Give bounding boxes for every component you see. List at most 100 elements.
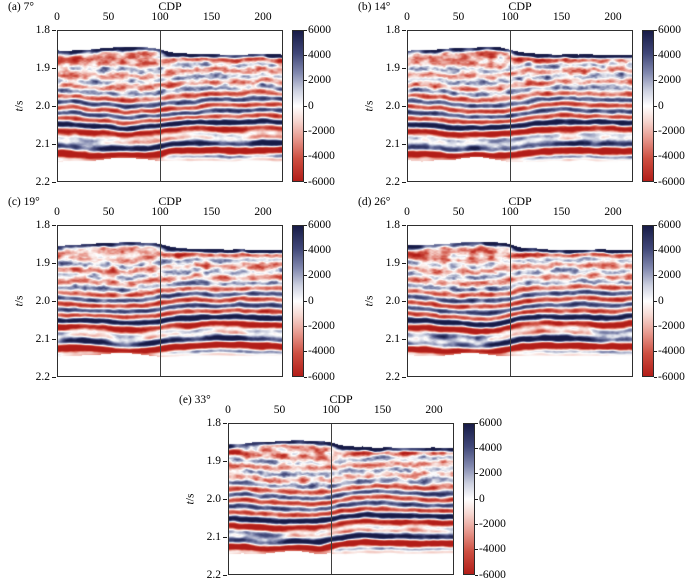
x-axis-title: CDP bbox=[508, 194, 532, 208]
y-tick-label: 2.2 bbox=[385, 370, 400, 383]
y-axis-label-variable: t bbox=[13, 303, 26, 307]
seismic-image bbox=[57, 225, 283, 377]
y-tick bbox=[402, 105, 406, 107]
y-tick bbox=[52, 105, 56, 107]
colorbar-tick-label: 4000 bbox=[308, 48, 331, 61]
y-tick bbox=[223, 536, 227, 538]
colorbar-tick-label: 2000 bbox=[658, 269, 681, 282]
colorbar-tick-label: -2000 bbox=[658, 319, 685, 332]
colorbar-tick-label: 4000 bbox=[658, 243, 681, 256]
x-tick-label: 100 bbox=[322, 404, 340, 416]
panel-d: (d) 26° CDP 0 50 100 150 200 1.8 1.9 2.0 2.1 2.2 t/s… bbox=[350, 195, 700, 390]
y-tick bbox=[52, 338, 56, 340]
x-tick-label: 150 bbox=[552, 206, 571, 218]
x-axis-title: CDP bbox=[158, 0, 182, 13]
colorbar-tick-label: -2000 bbox=[308, 319, 335, 332]
panel-label: (d) 26° bbox=[358, 196, 391, 208]
colorbar-tick bbox=[654, 249, 657, 251]
x-tick-label: 200 bbox=[604, 11, 622, 23]
cdp-100-reference-line bbox=[160, 30, 161, 182]
y-tick-label: 2.2 bbox=[35, 370, 50, 383]
x-tick-label: 200 bbox=[254, 206, 272, 218]
y-tick-label: 1.9 bbox=[206, 454, 221, 467]
colorbar bbox=[642, 225, 654, 377]
x-tick-label: 150 bbox=[373, 404, 392, 416]
y-axis-label-unit: /s bbox=[13, 295, 26, 304]
y-tick-label: 1.9 bbox=[385, 256, 400, 269]
cdp-100-reference-line bbox=[160, 225, 161, 377]
x-tick-label: 150 bbox=[202, 206, 221, 218]
colorbar-tick bbox=[475, 523, 478, 525]
y-tick-label: 2.1 bbox=[35, 137, 50, 150]
x-tick-label: 100 bbox=[151, 206, 169, 218]
x-tick-label: 150 bbox=[202, 11, 221, 23]
colorbar-tick bbox=[654, 156, 657, 158]
seismic-image bbox=[407, 225, 633, 377]
y-axis-label: t/s bbox=[13, 100, 26, 112]
plot-area-frame bbox=[57, 225, 283, 377]
x-tick-label: 50 bbox=[452, 206, 465, 218]
y-tick-label: 2.2 bbox=[206, 568, 221, 581]
x-axis-title: CDP bbox=[329, 392, 353, 406]
y-tick-label: 1.8 bbox=[385, 23, 400, 36]
x-axis-title: CDP bbox=[508, 0, 532, 13]
colorbar-tick-label: 4000 bbox=[308, 243, 331, 256]
colorbar-tick bbox=[304, 325, 307, 327]
y-axis-label-unit: /s bbox=[13, 100, 26, 109]
plot-area-frame bbox=[228, 423, 454, 575]
y-tick bbox=[223, 460, 227, 462]
colorbar-tick bbox=[304, 300, 307, 302]
y-axis-label-unit: /s bbox=[363, 100, 376, 109]
colorbar-tick bbox=[654, 275, 657, 277]
colorbar bbox=[463, 423, 475, 575]
colorbar-tick bbox=[654, 351, 657, 353]
y-tick-label: 2.2 bbox=[35, 175, 50, 188]
y-tick-label: 1.8 bbox=[385, 218, 400, 231]
colorbar-tick-label: 6000 bbox=[479, 416, 502, 429]
y-tick bbox=[402, 29, 406, 31]
x-tick-label: 200 bbox=[425, 404, 443, 416]
y-axis-label-variable: t bbox=[363, 108, 376, 112]
colorbar-tick bbox=[654, 300, 657, 302]
y-tick-label: 1.9 bbox=[35, 256, 50, 269]
x-tick-label: 50 bbox=[452, 11, 465, 23]
y-tick-label: 2.1 bbox=[385, 332, 400, 345]
y-tick bbox=[402, 224, 406, 226]
y-axis-label-variable: t bbox=[363, 303, 376, 307]
colorbar-tick bbox=[304, 80, 307, 82]
x-tick-label: 0 bbox=[54, 206, 60, 218]
colorbar-tick-label: -2000 bbox=[658, 124, 685, 137]
panel-c: (c) 19° CDP 0 50 100 150 200 1.8 1.9 2.0 2.1 2.2 t/s… bbox=[0, 195, 350, 390]
y-tick bbox=[52, 300, 56, 302]
colorbar-tick-label: 6000 bbox=[658, 218, 681, 231]
colorbar-tick bbox=[475, 447, 478, 449]
colorbar-tick-label: -6000 bbox=[658, 175, 685, 188]
y-tick-label: 1.8 bbox=[35, 23, 50, 36]
y-axis-label-variable: t bbox=[184, 501, 197, 505]
colorbar-tick-label: 6000 bbox=[658, 23, 681, 36]
x-tick-label: 100 bbox=[501, 11, 519, 23]
colorbar-tick-label: 2000 bbox=[658, 74, 681, 87]
colorbar-tick bbox=[304, 181, 307, 183]
colorbar-tick-label: 4000 bbox=[658, 48, 681, 61]
colorbar-tick-label: -4000 bbox=[308, 345, 335, 358]
colorbar-tick bbox=[475, 473, 478, 475]
colorbar-tick bbox=[654, 325, 657, 327]
panel-b: (b) 14° CDP 0 50 100 150 200 1.8 1.9 2.0 2.1 2.2 t/s… bbox=[350, 0, 700, 195]
seismic-image bbox=[57, 30, 283, 182]
panel-label: (e) 33° bbox=[179, 394, 211, 406]
colorbar-tick-label: -6000 bbox=[479, 568, 506, 581]
x-axis-title: CDP bbox=[158, 194, 182, 208]
seismic-image bbox=[228, 423, 454, 575]
colorbar-tick bbox=[654, 105, 657, 107]
colorbar-tick-label: -4000 bbox=[479, 543, 506, 556]
colorbar-tick bbox=[304, 249, 307, 251]
y-tick bbox=[402, 338, 406, 340]
cdp-100-reference-line bbox=[510, 30, 511, 182]
colorbar-tick-label: 6000 bbox=[308, 218, 331, 231]
cdp-100-reference-line bbox=[510, 225, 511, 377]
y-tick-label: 1.8 bbox=[35, 218, 50, 231]
colorbar-tick bbox=[654, 80, 657, 82]
y-tick bbox=[402, 143, 406, 145]
